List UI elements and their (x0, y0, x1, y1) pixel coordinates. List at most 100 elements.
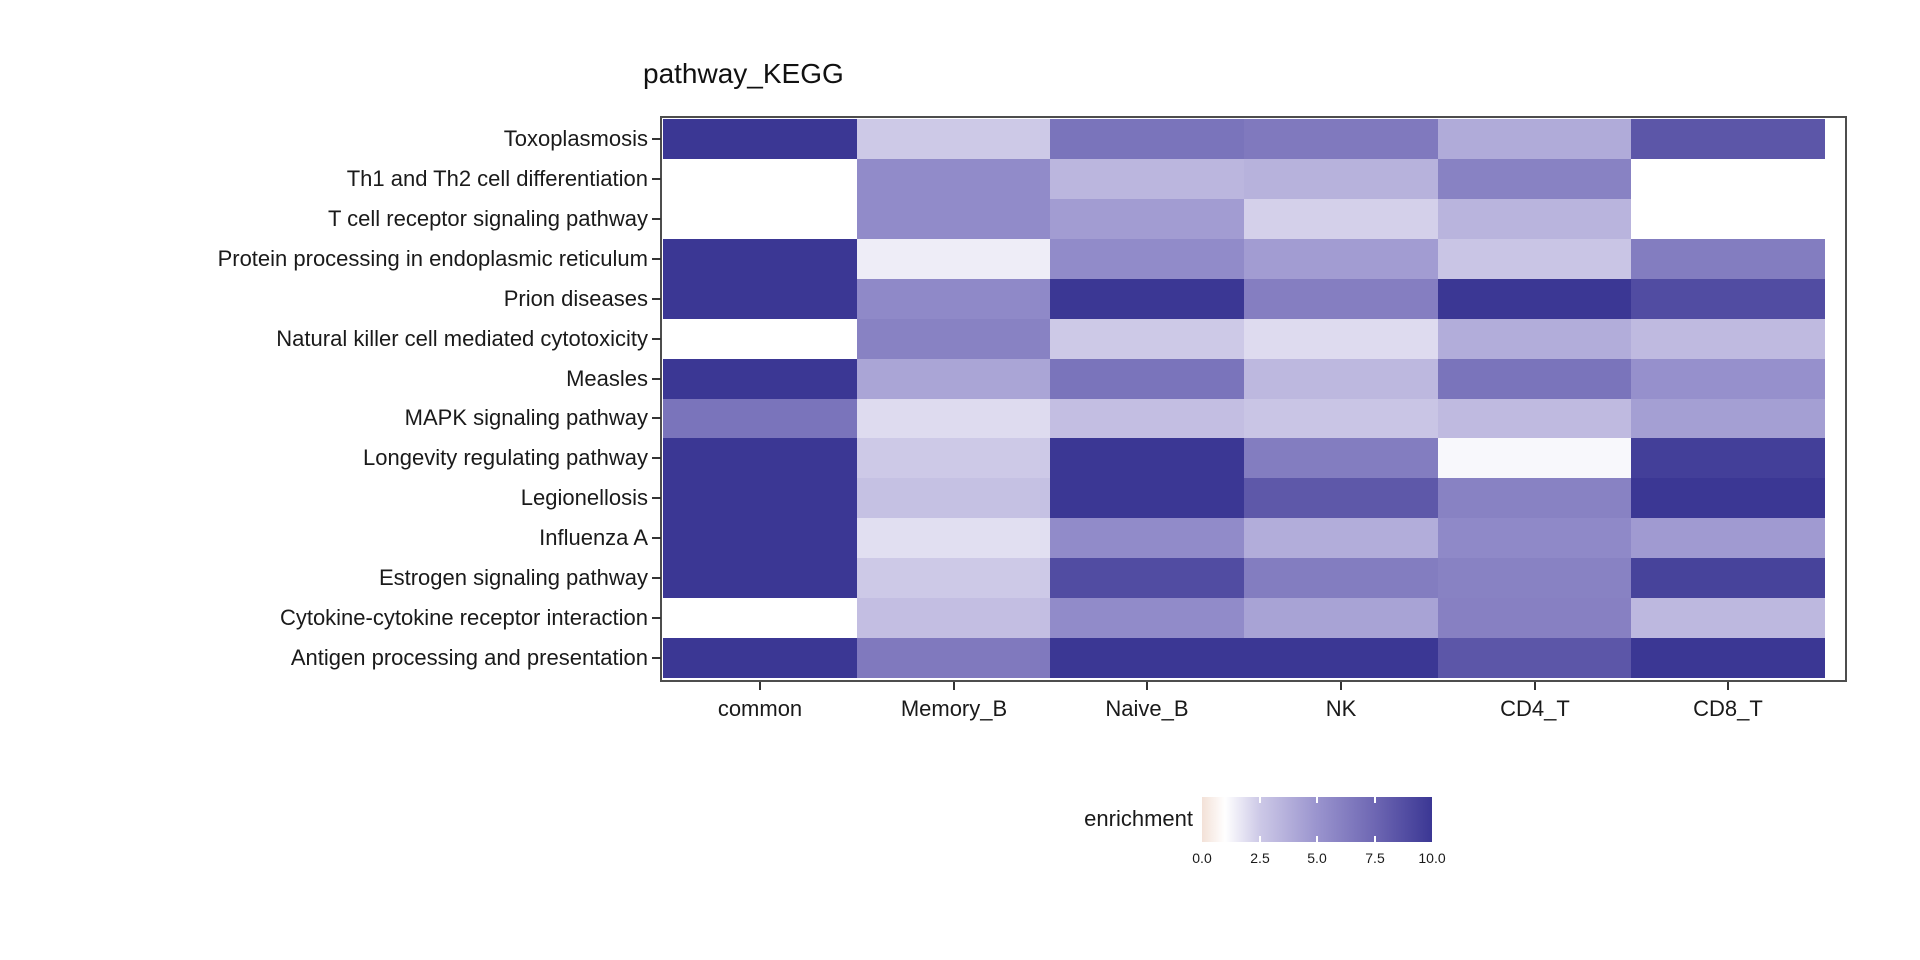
heatmap-cell (1631, 279, 1825, 319)
y-axis-tick (652, 378, 661, 380)
plot-title: pathway_KEGG (643, 58, 844, 89)
heatmap-cell (1244, 159, 1438, 199)
heatmap-cell (1244, 239, 1438, 279)
heatmap-cell (663, 438, 857, 478)
heatmap-cell (1631, 478, 1825, 518)
heatmap-panel (660, 116, 1847, 682)
heatmap-cell (663, 119, 857, 159)
y-axis-label: Toxoplasmosis (503, 126, 648, 151)
heatmap-cell (1438, 159, 1631, 199)
heatmap-cell (1438, 638, 1631, 678)
x-axis-label: Naive_B (1105, 696, 1189, 721)
heatmap-cell (857, 438, 1050, 478)
heatmap-cell (1244, 518, 1438, 558)
x-axis-tick (1534, 682, 1536, 690)
heatmap-cell (1244, 438, 1438, 478)
heatmap-cell (1050, 478, 1244, 518)
heatmap-cell (663, 279, 857, 319)
x-axis-label: CD4_T (1500, 696, 1570, 721)
y-axis-label: Estrogen signaling pathway (378, 565, 648, 590)
y-axis-tick (652, 457, 661, 459)
heatmap-cell (1050, 558, 1244, 598)
heatmap-cell (857, 119, 1050, 159)
y-axis-label: MAPK signaling pathway (404, 405, 648, 430)
heatmap-cell (663, 558, 857, 598)
heatmap-cell (1244, 399, 1438, 438)
heatmap-cell (1438, 319, 1631, 359)
heatmap-cell (857, 399, 1050, 438)
legend-tick-mark (1374, 797, 1376, 803)
heatmap-cell (663, 239, 857, 279)
heatmap-cell (1244, 279, 1438, 319)
heatmap-cell (1438, 359, 1631, 399)
heatmap-cell (1438, 279, 1631, 319)
x-axis-label: CD8_T (1693, 696, 1763, 721)
heatmap-cell (1631, 239, 1825, 279)
heatmap-cell (1631, 518, 1825, 558)
heatmap-cell (663, 399, 857, 438)
heatmap-cell (857, 199, 1050, 239)
x-axis-tick (1146, 682, 1148, 690)
legend-tick-label: 0.0 (1192, 850, 1212, 866)
legend-tick-label: 2.5 (1250, 850, 1270, 866)
heatmap-cell (1631, 319, 1825, 359)
y-axis-label: Th1 and Th2 cell differentiation (346, 166, 648, 191)
heatmap-cell (1050, 359, 1244, 399)
y-axis-tick (652, 577, 661, 579)
heatmap-cell (1050, 159, 1244, 199)
heatmap-cell (1438, 239, 1631, 279)
heatmap-cell (1438, 199, 1631, 239)
legend-tick-label: 10.0 (1418, 850, 1446, 866)
heatmap-cell (1438, 558, 1631, 598)
heatmap-cell (663, 359, 857, 399)
heatmap-cell (1631, 359, 1825, 399)
heatmap-cell (1244, 598, 1438, 638)
heatmap-cell (1631, 399, 1825, 438)
heatmap-cell (857, 359, 1050, 399)
y-axis-tick (652, 497, 661, 499)
y-axis-label: Cytokine-cytokine receptor interaction (279, 605, 648, 630)
heatmap-cell (1438, 598, 1631, 638)
x-axis-label: Memory_B (900, 696, 1008, 721)
heatmap-cell (1631, 638, 1825, 678)
heatmap-cell (1050, 239, 1244, 279)
x-axis-tick (759, 682, 761, 690)
heatmap-cell (857, 478, 1050, 518)
x-axis-tick (1340, 682, 1342, 690)
legend-tick-label: 5.0 (1307, 850, 1327, 866)
heatmap-cell (663, 478, 857, 518)
heatmap-cell (1244, 119, 1438, 159)
heatmap-cell (857, 558, 1050, 598)
heatmap-cell (857, 279, 1050, 319)
heatmap-cell (1050, 438, 1244, 478)
legend-title: enrichment (1084, 806, 1193, 831)
y-axis-label: Influenza A (539, 525, 648, 550)
heatmap-cell (663, 518, 857, 558)
legend-tick-mark (1259, 797, 1261, 803)
legend-tick-mark (1316, 836, 1318, 842)
heatmap-cell (857, 159, 1050, 199)
heatmap-cell (857, 638, 1050, 678)
legend-tick-mark (1259, 836, 1261, 842)
heatmap-cell (1438, 399, 1631, 438)
y-axis-tick (652, 417, 661, 419)
x-axis-tick (1727, 682, 1729, 690)
heatmap-cell (1244, 638, 1438, 678)
heatmap-cell (857, 598, 1050, 638)
y-axis-tick (652, 338, 661, 340)
y-axis-tick (652, 138, 661, 140)
y-axis-tick (652, 298, 661, 300)
legend-tick-mark (1316, 797, 1318, 803)
heatmap-cell (1244, 359, 1438, 399)
heatmap-cell (857, 239, 1050, 279)
y-axis-label: Prion diseases (503, 286, 648, 311)
y-axis-label: Longevity regulating pathway (363, 445, 648, 470)
heatmap-cell (1438, 438, 1631, 478)
heatmap-cell (1631, 438, 1825, 478)
y-axis-label: Measles (566, 366, 648, 391)
heatmap-cell (1631, 119, 1825, 159)
y-axis-label: Antigen processing and presentation (290, 645, 648, 670)
heatmap-cell (1438, 478, 1631, 518)
y-axis-label: T cell receptor signaling pathway (328, 206, 648, 231)
